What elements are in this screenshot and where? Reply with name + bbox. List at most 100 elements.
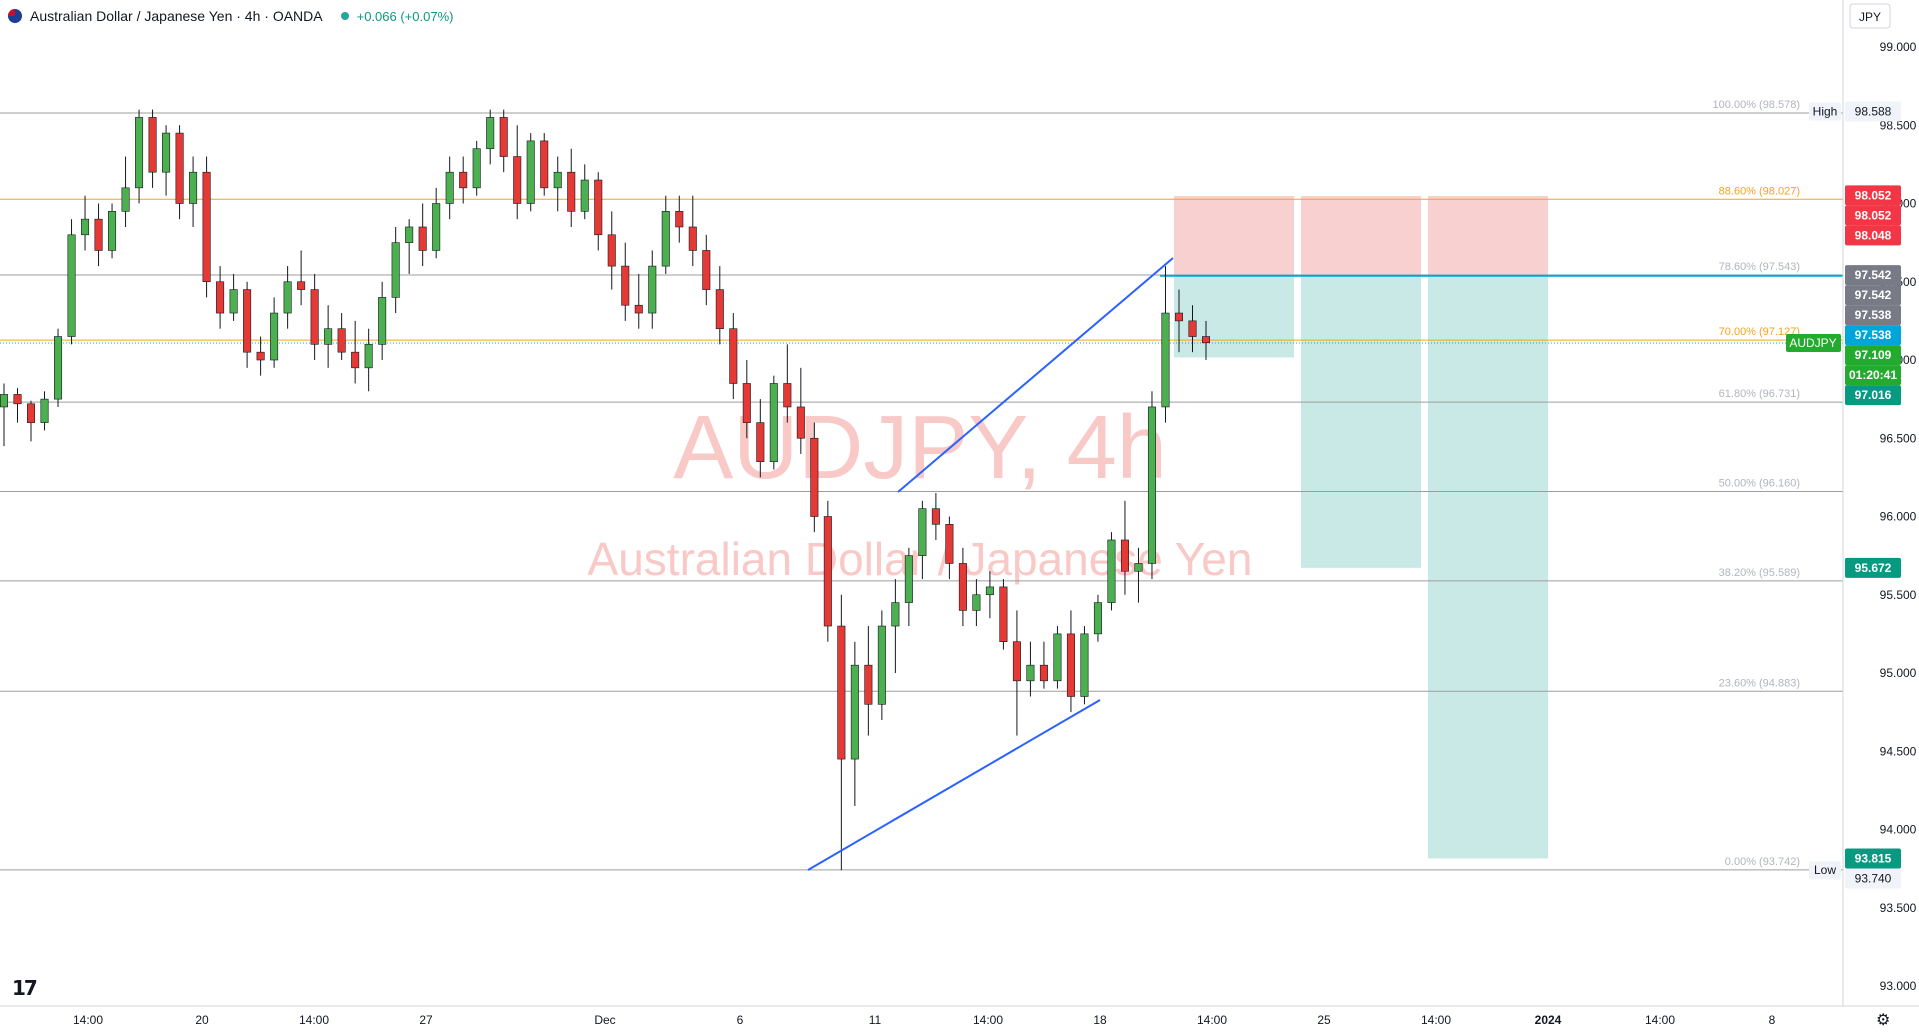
candle-body — [526, 140, 535, 204]
price-label-bg — [1845, 345, 1901, 366]
candle-body — [432, 203, 441, 251]
price-label-4: 98.048 — [1855, 228, 1892, 242]
candle-body — [661, 211, 670, 267]
market-status-icon — [340, 12, 349, 20]
price-label-2: 98.052 — [1855, 188, 1892, 202]
candle-body — [931, 508, 940, 525]
candle-body — [1134, 563, 1143, 572]
stop-zone-3 — [1428, 195, 1548, 276]
price-label-16: 93.740 — [1855, 871, 1892, 885]
price-tick-10: 94.000 — [1880, 823, 1917, 837]
candle-body — [81, 218, 90, 236]
candle-body — [486, 117, 495, 150]
candle-body — [688, 226, 697, 251]
fib-label-6: 38.20% (95.589) — [1719, 567, 1800, 579]
candle-body — [472, 148, 481, 189]
target-zone-3 — [1428, 275, 1548, 859]
currency-button — [1849, 3, 1891, 29]
candle-body — [391, 242, 400, 298]
time-tick-8: 18 — [1093, 1013, 1107, 1027]
candle-body — [540, 140, 549, 189]
candle-body — [958, 563, 967, 611]
time-tick-10: 25 — [1317, 1013, 1331, 1027]
symbol-tag-bg — [1786, 333, 1841, 352]
time-tick-1: 20 — [195, 1013, 209, 1027]
price-tick-8: 95.000 — [1880, 666, 1917, 680]
tradingview-logo-icon[interactable]: 17 — [12, 976, 38, 1000]
price-tick-1: 98.500 — [1880, 118, 1917, 132]
candle-body — [202, 171, 211, 283]
time-tick-9: 14:00 — [1197, 1013, 1227, 1027]
price-label-bg — [1845, 325, 1901, 346]
fib-label-0: 100.00% (98.578) — [1713, 99, 1800, 111]
candle-body — [297, 281, 306, 290]
price-label-bg — [1845, 365, 1901, 386]
stop-zone-2 — [1301, 195, 1421, 276]
price-label-bg — [1845, 557, 1901, 578]
price-label-bg — [1845, 225, 1901, 246]
candle-body — [229, 289, 238, 314]
candle-body — [702, 250, 711, 290]
price-label-8: 97.538 — [1855, 328, 1892, 342]
price-label-11: 01:20:41 — [1849, 368, 1897, 382]
candle-body — [567, 171, 576, 212]
candle-body — [621, 265, 630, 306]
gear-icon[interactable]: ⚙ — [1876, 1012, 1891, 1029]
price-tick-7: 95.500 — [1880, 588, 1917, 602]
price-tick-9: 94.500 — [1880, 744, 1917, 758]
candle-body — [337, 328, 346, 353]
candle-body — [648, 265, 657, 314]
candle-body — [783, 383, 792, 408]
candle-body — [796, 406, 805, 439]
candle-body — [877, 625, 886, 705]
time-tick-0: 14:00 — [73, 1013, 103, 1027]
candle-body — [999, 586, 1008, 642]
price-label-bg — [1845, 848, 1901, 869]
candle-body — [1107, 539, 1116, 603]
candle-body — [945, 524, 954, 564]
trendline-lower — [807, 699, 1101, 871]
candle-body — [135, 117, 144, 189]
symbol-tag: AUDJPY — [1789, 336, 1836, 350]
fib-label-5: 50.00% (96.160) — [1719, 477, 1800, 489]
candle-body — [742, 383, 751, 423]
candle-body — [810, 437, 819, 517]
candle-body — [162, 132, 171, 173]
candle-body — [634, 304, 643, 314]
candle-body — [985, 586, 994, 596]
price-label-14: 93.815 — [1855, 851, 1892, 865]
candle-body — [904, 555, 913, 603]
candle-body — [54, 336, 63, 400]
candle-body — [675, 211, 684, 228]
candle-body — [148, 117, 157, 173]
candle-body — [1147, 406, 1156, 564]
candle-body — [310, 289, 319, 345]
trendline-upper — [897, 257, 1174, 493]
candle-body — [1093, 602, 1102, 635]
candle-body — [94, 218, 103, 251]
candle-body — [216, 281, 225, 314]
candle-body — [1161, 312, 1170, 408]
price-label-10: 97.109 — [1855, 348, 1892, 362]
candle-body — [756, 422, 765, 463]
price-label-bg — [1845, 385, 1901, 406]
candle-body — [918, 508, 927, 556]
fib-label-3: 70.00% (97.127) — [1719, 326, 1800, 338]
price-label-1: 98.588 — [1855, 104, 1892, 118]
candle-body — [40, 398, 49, 423]
price-tag-bg — [1809, 861, 1841, 880]
price-tag-0: High — [1813, 104, 1838, 118]
candle-body — [1201, 336, 1211, 344]
symbol-title[interactable]: Australian Dollar / Japanese Yen · 4h · … — [30, 8, 323, 24]
candle-body — [1120, 539, 1129, 572]
candle-body — [351, 351, 360, 369]
candle-body — [1080, 633, 1089, 697]
fib-label-8: 0.00% (93.742) — [1725, 856, 1800, 868]
candle-body — [243, 289, 252, 353]
candle-body — [108, 211, 117, 251]
candle-body — [1012, 641, 1021, 682]
price-tag-bg — [1809, 102, 1841, 121]
currency-label[interactable]: JPY — [1859, 10, 1881, 24]
fib-label-1: 88.60% (98.027) — [1719, 185, 1800, 197]
